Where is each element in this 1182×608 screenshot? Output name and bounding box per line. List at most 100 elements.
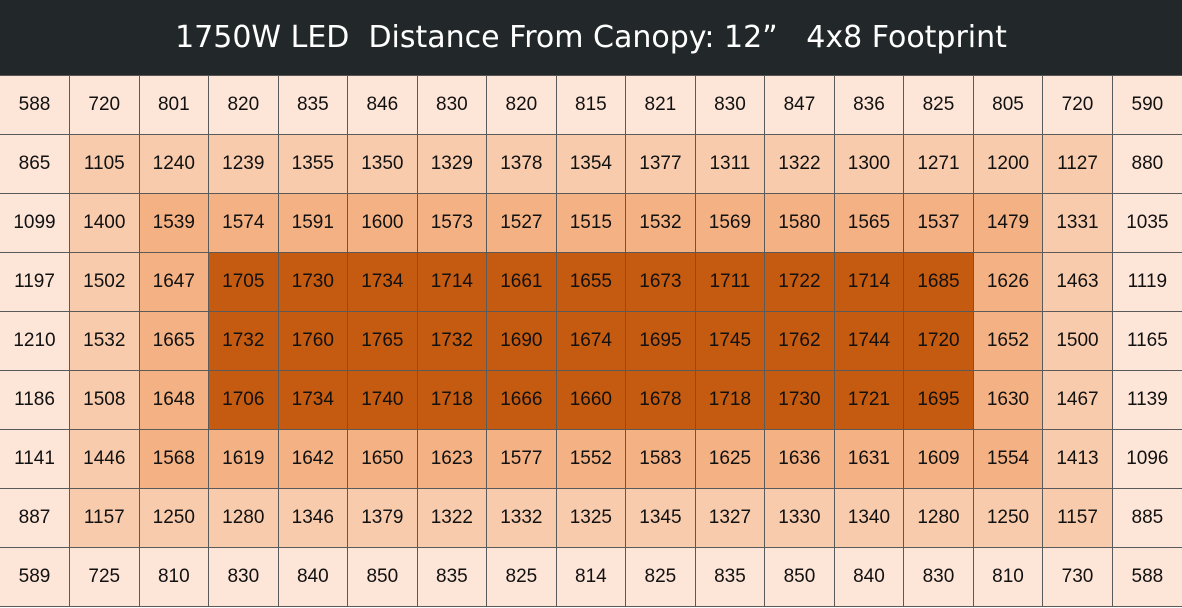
- heatmap-cell: 1500: [1042, 311, 1113, 371]
- heatmap-cell: 1332: [486, 488, 557, 548]
- heatmap-cell: 1730: [764, 370, 835, 430]
- heatmap-cell: 1127: [1042, 134, 1113, 194]
- heatmap-cell: 1695: [903, 370, 974, 430]
- heatmap-cell: 1340: [833, 488, 905, 548]
- heatmap-cell: 1239: [208, 134, 279, 194]
- heatmap-cell: 1325: [555, 488, 627, 548]
- heatmap-cell: 1690: [486, 311, 557, 371]
- heatmap-cell: 840: [277, 547, 349, 607]
- heatmap-cell: 1250: [972, 488, 1044, 548]
- heatmap-cell: 1718: [694, 370, 766, 430]
- heatmap-cell: 1762: [764, 311, 835, 371]
- heatmap-cell: 1661: [486, 252, 557, 312]
- heatmap-cell: 1660: [555, 370, 627, 430]
- heatmap-cell: 589: [0, 547, 71, 607]
- heatmap-cell: 880: [1111, 134, 1182, 194]
- heatmap-cell: 850: [347, 547, 418, 607]
- heatmap-cell: 835: [694, 547, 766, 607]
- heatmap-cell: 1527: [486, 193, 557, 253]
- heatmap-cell: 1467: [1042, 370, 1113, 430]
- heatmap-cell: 1554: [972, 429, 1044, 489]
- heatmap-cell: 1714: [833, 252, 905, 312]
- heatmap-row: 1197 1502 1647 1705 1730 1734 1714 1661 1655 1673…: [0, 252, 1182, 312]
- heatmap-cell: 1573: [416, 193, 488, 253]
- heatmap-cell: 1331: [1042, 193, 1113, 253]
- heatmap-cell: 1508: [69, 370, 140, 430]
- heatmap-cell: 1377: [625, 134, 696, 194]
- heatmap-cell: 1197: [0, 252, 71, 312]
- heatmap-cell: 1322: [764, 134, 835, 194]
- heatmap-cell: 887: [0, 488, 71, 548]
- heatmap-cell: 725: [69, 547, 140, 607]
- heatmap-cell: 815: [555, 76, 627, 135]
- heatmap-cell: 1240: [138, 134, 210, 194]
- heatmap-cell: 1619: [208, 429, 279, 489]
- heatmap-cell: 1673: [625, 252, 696, 312]
- heatmap-cell: 1631: [833, 429, 905, 489]
- heatmap-cell: 1250: [138, 488, 210, 548]
- heatmap-cell: 1591: [277, 193, 349, 253]
- heatmap-cell: 1718: [416, 370, 488, 430]
- heatmap-cell: 1569: [694, 193, 766, 253]
- heatmap-cell: 830: [416, 76, 488, 135]
- heatmap-cell: 1642: [277, 429, 349, 489]
- heatmap-cell: 1552: [555, 429, 627, 489]
- heatmap-cell: 1705: [208, 252, 279, 312]
- heatmap-cell: 1574: [208, 193, 279, 253]
- heatmap-cell: 1600: [347, 193, 418, 253]
- heatmap-cell: 1327: [694, 488, 766, 548]
- heatmap-cell: 830: [208, 547, 279, 607]
- heatmap-cell: 820: [208, 76, 279, 135]
- heatmap-cell: 1378: [486, 134, 557, 194]
- heatmap-cell: 1300: [833, 134, 905, 194]
- heatmap-cell: 1665: [138, 311, 210, 371]
- heatmap-cell: 1623: [416, 429, 488, 489]
- heatmap-cell: 1720: [903, 311, 974, 371]
- heatmap-cell: 1647: [138, 252, 210, 312]
- heatmap-cell: 1625: [694, 429, 766, 489]
- heatmap-cell: 1413: [1042, 429, 1113, 489]
- heatmap-cell: 1035: [1111, 193, 1182, 253]
- heatmap-cell: 1479: [972, 193, 1044, 253]
- heatmap-cell: 1532: [625, 193, 696, 253]
- heatmap-cell: 1734: [277, 370, 349, 430]
- heatmap-row: 1186 1508 1648 1706 1734 1740 1718 1666 1660 1678…: [0, 370, 1182, 430]
- heatmap-cell: 1280: [903, 488, 974, 548]
- heatmap-cell: 1740: [347, 370, 418, 430]
- heatmap-cell: 1515: [555, 193, 627, 253]
- heatmap-cell: 836: [833, 76, 905, 135]
- heatmap-cell: 1626: [972, 252, 1044, 312]
- heatmap-cell: 1577: [486, 429, 557, 489]
- heatmap-cell: 1666: [486, 370, 557, 430]
- heatmap-cell: 825: [486, 547, 557, 607]
- heatmap-cell: 720: [69, 76, 140, 135]
- heatmap-cell: 885: [1111, 488, 1182, 548]
- chart-title: 1750W LED Distance From Canopy: 12” 4x8 …: [0, 0, 1182, 76]
- heatmap-cell: 1652: [972, 311, 1044, 371]
- heatmap-cell: 1685: [903, 252, 974, 312]
- heatmap-cell: 720: [1042, 76, 1113, 135]
- heatmap-row: 589 725 810 830 840 850 835 825 814 825 835 850 840 8…: [0, 547, 1182, 607]
- heatmap-cell: 1157: [1042, 488, 1113, 548]
- heatmap-cell: 1744: [833, 311, 905, 371]
- heatmap-cell: 1099: [0, 193, 71, 253]
- heatmap-cell: 1539: [138, 193, 210, 253]
- heatmap-cell: 835: [277, 76, 349, 135]
- heatmap-cell: 1636: [764, 429, 835, 489]
- heatmap-grid: 588 720 801 820 835 846 830 820 815 821 830 847 836 8…: [0, 76, 1182, 607]
- heatmap-cell: 1311: [694, 134, 766, 194]
- heatmap-cell: 820: [486, 76, 557, 135]
- heatmap-cell: 1141: [0, 429, 71, 489]
- heatmap-cell: 1354: [555, 134, 627, 194]
- heatmap-cell: 1446: [69, 429, 140, 489]
- heatmap-cell: 1765: [347, 311, 418, 371]
- heatmap-cell: 1674: [555, 311, 627, 371]
- heatmap-cell: 805: [972, 76, 1044, 135]
- heatmap-cell: 846: [347, 76, 418, 135]
- heatmap-cell: 1502: [69, 252, 140, 312]
- heatmap-cell: 1580: [764, 193, 835, 253]
- heatmap-cell: 1722: [764, 252, 835, 312]
- heatmap-cell: 1648: [138, 370, 210, 430]
- heatmap-cell: 1537: [903, 193, 974, 253]
- heatmap-cell: 1630: [972, 370, 1044, 430]
